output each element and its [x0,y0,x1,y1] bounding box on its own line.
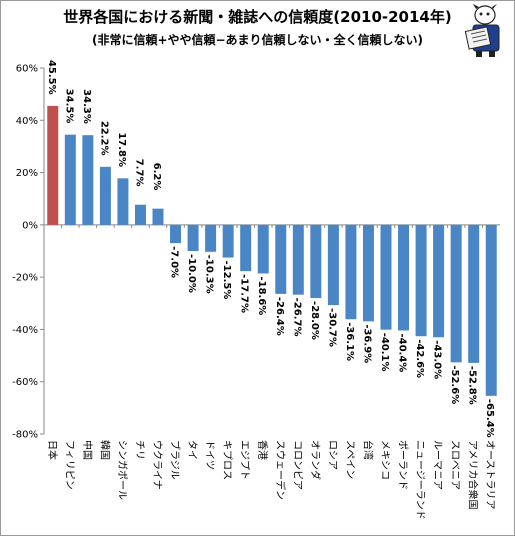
category-label: ポーランド [397,440,409,490]
category-label: オランダ [309,440,322,480]
category-label: フィリピン [63,440,75,490]
y-tick-label: 0% [22,220,38,231]
data-label: -65.4% [484,399,495,438]
data-label: 34.5% [63,89,74,124]
bar [152,208,164,225]
bar [275,224,287,294]
category-label: ロシア [326,440,337,470]
category-label: スペイン [344,440,355,479]
data-label: -26.4% [274,297,285,336]
category-label: ドイツ [204,440,215,470]
bar [82,135,94,225]
bar [99,166,111,225]
data-label: -30.7% [326,308,337,347]
bar [433,224,445,338]
bar [222,224,234,258]
data-label: 45.5% [46,60,57,95]
data-label: -52.6% [449,365,460,404]
category-label: ブラジル [169,440,182,480]
bar [205,224,217,252]
data-label: -42.6% [414,339,425,378]
category-label: シンガポール [116,440,128,500]
category-label: 台湾 [361,440,374,460]
bar [468,224,480,363]
bar [310,224,322,299]
category-label: キプロス [221,440,233,480]
y-tick-label: -20% [12,273,38,284]
bar [327,224,339,306]
data-label: -17.7% [239,274,250,313]
category-label: 韓国 [98,440,110,460]
category-label: スロベニア [449,440,461,490]
y-tick-label: -60% [12,377,38,388]
data-label: -10.0% [186,254,197,293]
bar [170,224,182,244]
bar [292,224,304,295]
bar [415,224,427,337]
category-label: タイ [186,440,198,460]
category-label: コロンビア [291,440,303,490]
data-label: -26.7% [291,298,302,337]
chart-subtitle: (非常に信頼+やや信頼−あまり信頼しない・全く信頼しない) [91,33,424,47]
category-label: 香港 [256,440,268,460]
bar [380,224,392,330]
bar [485,224,497,396]
bar [257,224,269,274]
bar [134,204,146,225]
category-label: ルーマニア [432,440,443,490]
data-label: -43.0% [432,340,443,379]
data-label: -52.8% [467,366,478,405]
y-tick-label: 40% [16,116,38,127]
bar [345,224,357,320]
bar [362,224,374,322]
data-label: -40.1% [379,333,390,372]
data-label: -36.9% [361,324,372,363]
data-label: -12.5% [221,261,232,300]
bar [187,224,199,251]
data-label: -28.0% [309,301,320,340]
y-tick-label: -40% [12,325,38,336]
y-tick-label: 60% [16,64,38,75]
y-tick-label: -80% [12,430,38,441]
category-label: オーストラリア [484,440,496,510]
data-label: 6.2% [151,163,162,191]
data-label: -36.1% [344,322,355,361]
data-label: -7.0% [169,246,180,278]
data-label: 17.8% [116,132,127,167]
data-label: -40.4% [397,333,408,372]
category-label: スウェーデン [274,440,287,500]
bar [117,178,129,225]
category-label: ウクライナ [151,440,163,490]
mascot-reading-newspaper-icon [464,4,500,57]
bar [47,105,59,225]
category-label: エジプト [239,440,251,480]
data-label: -18.6% [256,276,267,315]
data-label: 34.3% [81,89,92,124]
bar [240,224,252,272]
bar [398,224,410,331]
data-label: 22.2% [98,121,109,156]
category-label: ニュージーランド [414,440,426,520]
category-label: メキシコ [379,440,390,480]
data-label: 7.7% [133,159,144,187]
y-tick-label: 20% [16,168,38,179]
data-label: -10.3% [204,255,215,294]
bar [450,224,462,363]
category-label: アメリカ合衆国 [467,440,480,510]
category-label: チリ [133,440,145,460]
category-label: 中国 [81,440,94,460]
bar [64,134,76,225]
category-label: 日本 [46,440,59,460]
chart-title: 世界各国における新聞・雑誌への信頼度(2010-2014年) [63,8,452,26]
